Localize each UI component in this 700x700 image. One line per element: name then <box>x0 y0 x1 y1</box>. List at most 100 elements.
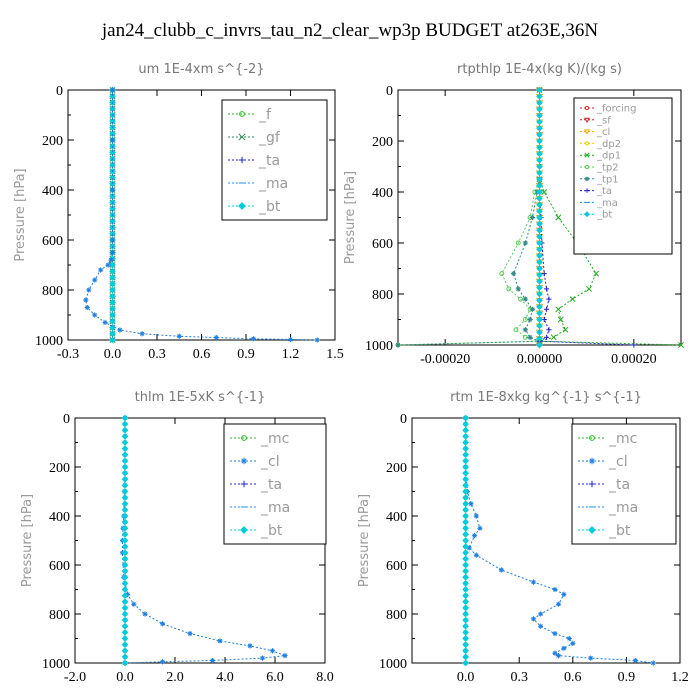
data-point <box>462 457 469 465</box>
data-point <box>247 643 253 649</box>
data-point <box>121 567 129 575</box>
data-point <box>109 249 116 256</box>
data-point <box>462 420 469 428</box>
data-point <box>86 287 92 293</box>
data-point <box>187 631 193 637</box>
data-point <box>462 482 469 489</box>
x-tick-label: 1.2 <box>671 670 689 685</box>
legend: _f _gf _ta _ma _bt <box>221 99 328 221</box>
data-point <box>552 631 558 637</box>
data-point <box>462 488 469 495</box>
y-tick-label: 800 <box>42 284 63 299</box>
data-point <box>541 189 548 195</box>
data-point <box>561 591 567 597</box>
data-point <box>536 137 543 145</box>
data-point <box>536 188 543 196</box>
series-line <box>397 90 540 346</box>
data-point <box>462 433 469 440</box>
y-tick-label: 1000 <box>42 657 70 672</box>
data-point <box>536 297 543 304</box>
data-point <box>536 144 543 151</box>
legend-marker <box>583 117 591 123</box>
data-point <box>109 311 116 319</box>
x-tick-label: 8.0 <box>316 670 334 685</box>
legend-entry: _ma <box>596 198 618 209</box>
legend-entry: _ta <box>258 153 280 169</box>
data-point <box>209 657 216 664</box>
data-point <box>121 518 129 526</box>
data-point <box>462 500 469 508</box>
data-point <box>462 451 469 459</box>
data-point <box>121 592 129 599</box>
data-point <box>543 306 550 312</box>
data-point <box>462 426 469 434</box>
series-bt <box>536 86 543 349</box>
data-point <box>536 201 543 209</box>
y-tick-label: 800 <box>49 608 70 623</box>
y-tick-label: 1000 <box>35 334 63 349</box>
series-bt <box>121 414 129 667</box>
data-point <box>536 303 543 311</box>
data-point <box>530 579 537 585</box>
data-point <box>536 195 543 202</box>
data-point <box>536 220 543 228</box>
y-tick-label: 0 <box>400 412 407 427</box>
data-point <box>139 331 145 337</box>
y-tick-label: 400 <box>49 510 70 525</box>
x-tick-label: 0.6 <box>193 347 211 362</box>
data-point <box>462 580 469 587</box>
series-line-5 <box>83 87 320 343</box>
y-tick-label: 600 <box>386 559 407 574</box>
data-point <box>109 267 116 275</box>
data-point <box>121 433 129 440</box>
legend-entry: _bt <box>596 210 612 221</box>
x-tick-label: -2.0 <box>64 670 86 685</box>
data-point <box>159 659 166 665</box>
data-point <box>121 475 129 483</box>
legend-entry: _ta <box>260 477 282 493</box>
legend-marker <box>584 176 590 181</box>
data-point <box>473 552 479 558</box>
data-point <box>121 451 129 459</box>
data-point <box>506 286 512 292</box>
legend-entry: _ta <box>596 186 612 197</box>
data-point <box>83 297 89 303</box>
y-tick-label: 800 <box>386 608 407 623</box>
data-point <box>536 156 543 164</box>
data-point <box>92 312 98 318</box>
data-point <box>142 611 148 617</box>
data-point <box>121 524 129 532</box>
data-point <box>462 653 469 661</box>
y-tick-label: 400 <box>372 186 393 201</box>
data-point <box>462 543 469 550</box>
panel-title: thlm 1E-5xK s^{-1} <box>135 390 266 405</box>
data-point <box>250 336 257 342</box>
series-tp2 <box>395 87 542 348</box>
data-point <box>109 299 116 306</box>
y-tick-label: 800 <box>372 288 393 303</box>
data-point <box>498 567 504 573</box>
data-point <box>217 638 223 644</box>
data-point <box>530 616 537 622</box>
data-point <box>121 653 129 661</box>
data-point <box>510 271 517 277</box>
data-point <box>269 648 276 654</box>
data-point <box>121 463 129 471</box>
data-point <box>536 214 543 221</box>
data-point <box>536 93 543 100</box>
y-axis-title: Pressure [hPa] <box>343 171 358 264</box>
data-point <box>536 322 543 330</box>
data-point <box>536 86 543 94</box>
legend-marker <box>588 480 596 488</box>
data-point <box>541 271 547 277</box>
panel-4: rtm 1E-8xkg kg^{-1} s^{-1} Pressure [hPa]… <box>357 390 689 685</box>
data-point <box>462 659 469 667</box>
data-point <box>550 334 557 341</box>
data-point <box>102 319 108 326</box>
x-tick-label: 0.0 <box>104 347 122 362</box>
legend-entry: _bt <box>260 523 283 539</box>
data-point <box>536 207 543 215</box>
legend-entry: _ma <box>258 176 288 192</box>
panel-title: um 1E-4xm s^{-2} <box>138 62 264 77</box>
legend-entry: _dp1 <box>596 151 621 162</box>
